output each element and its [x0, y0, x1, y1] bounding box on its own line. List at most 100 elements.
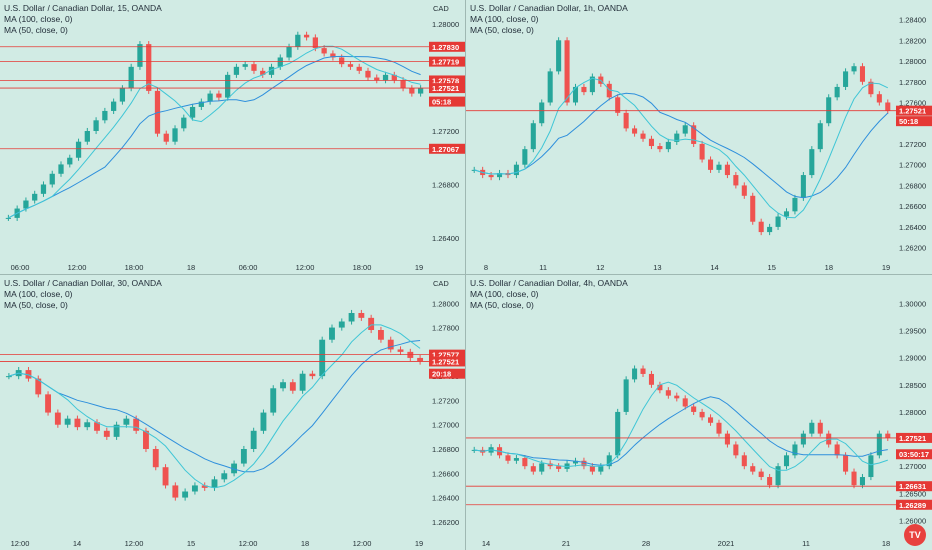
x-tick-label: 18:00	[125, 263, 144, 272]
candle-body	[708, 417, 714, 423]
candle-body	[800, 175, 806, 198]
candle-body	[93, 120, 99, 131]
candle-body	[539, 463, 545, 472]
candle-body	[598, 466, 604, 472]
candle-body	[648, 138, 654, 147]
candle-body	[497, 172, 503, 178]
x-tick-label: 18	[882, 539, 890, 548]
price-label-text: 05:18	[432, 98, 451, 107]
chart-svg[interactable]: 1.28400 1.28200 1.28000 1.27800 1.27600 1.272…	[466, 0, 932, 274]
x-tick-label: 21	[562, 539, 570, 548]
y-tick-label: 1.26400	[432, 494, 459, 503]
candle-body	[750, 195, 756, 222]
candle-body	[45, 394, 51, 413]
candle-body	[691, 125, 697, 144]
y-tick-label: 1.26400	[899, 223, 926, 232]
candle-body	[347, 64, 354, 67]
candle-body	[682, 398, 688, 407]
candle-body	[319, 339, 326, 377]
x-tick-label: 19	[415, 539, 423, 548]
chart-svg[interactable]: 1.280001.278001.276001.274001.272001.270…	[0, 275, 465, 550]
candle-body	[152, 449, 159, 468]
candle-body	[530, 466, 536, 472]
ma-100-line	[474, 92, 889, 199]
chart-panel-15m[interactable]: 1.280001.276001.272001.268001.2640006:00…	[0, 0, 465, 274]
candle-body	[699, 411, 705, 418]
tradingview-logo[interactable]: TV	[904, 524, 926, 546]
y-tick-label: 1.28400	[899, 16, 926, 25]
candle-body	[767, 226, 773, 233]
price-label-text: 1.27830	[432, 43, 459, 52]
ma-50-line	[474, 381, 888, 471]
candle-body	[708, 159, 714, 170]
price-label-text: 1.26289	[899, 501, 926, 510]
x-tick-label: 06:00	[239, 263, 258, 272]
candle-body	[172, 128, 178, 142]
candle-body	[103, 430, 110, 437]
y-tick-label: 1.27000	[432, 421, 459, 430]
y-tick-label: 1.26000	[899, 516, 926, 525]
candle-body	[356, 66, 362, 71]
x-tick-label: 18	[187, 263, 195, 272]
chart-panel-1h[interactable]: 1.28400 1.28200 1.28000 1.27800 1.27600 1.272…	[466, 0, 932, 274]
ma-50-line	[474, 77, 889, 219]
chart-panel-30m[interactable]: 1.280001.278001.276001.274001.272001.270…	[0, 275, 465, 550]
candle-body	[400, 80, 406, 89]
candle-body	[295, 34, 301, 47]
price-label-box	[896, 449, 932, 460]
price-label-box	[896, 116, 932, 127]
candle-body	[303, 34, 310, 38]
currency-label: CAD	[433, 279, 449, 288]
candle-body	[32, 193, 38, 201]
vertical-separator[interactable]	[465, 0, 466, 550]
y-tick-label: 1.29000	[899, 354, 926, 363]
candle-body	[657, 384, 663, 391]
candle-body	[859, 477, 865, 486]
x-tick-label: 12:00	[125, 539, 144, 548]
candle-body	[123, 418, 130, 425]
candle-body	[556, 466, 562, 469]
candle-body	[741, 185, 747, 196]
candle-body	[216, 93, 222, 98]
ma-100-line	[8, 340, 421, 473]
candle-body	[868, 81, 874, 95]
candle-body	[299, 373, 306, 391]
candle-body	[733, 444, 739, 456]
candle-body	[181, 117, 187, 129]
candle-body	[750, 466, 756, 472]
price-label-text: 1.27719	[432, 58, 459, 67]
candle-body	[94, 422, 100, 431]
chart-svg[interactable]: 1.280001.276001.272001.268001.2640006:00…	[0, 0, 465, 274]
candle-body	[885, 102, 891, 111]
candle-body	[581, 460, 587, 467]
candle-body	[143, 430, 149, 449]
horizontal-separator[interactable]	[0, 274, 932, 275]
y-tick-label: 1.27200	[432, 396, 459, 405]
y-tick-label: 1.28200	[899, 36, 926, 45]
candle-body	[851, 471, 857, 486]
chart-panel-4h[interactable]: 1.30000 1.29500 1.29000 1.28500 1.28000 1.275…	[466, 275, 932, 550]
candle-body	[522, 149, 528, 165]
x-tick-label: 12:00	[68, 263, 87, 272]
price-label-box	[429, 83, 465, 94]
x-tick-label: 18:00	[353, 263, 372, 272]
candle-body	[488, 175, 494, 178]
candle-body	[640, 133, 646, 139]
candle-body	[368, 317, 375, 330]
chart-svg[interactable]: 1.30000 1.29500 1.29000 1.28500 1.28000 1.275…	[466, 275, 932, 550]
candle-body	[128, 66, 134, 89]
candle-body	[286, 46, 292, 58]
y-tick-label: 1.26500	[899, 489, 926, 498]
price-label-text: 1.27521	[899, 434, 926, 443]
candle-body	[556, 40, 562, 72]
candle-body	[113, 424, 120, 437]
candle-body	[242, 64, 248, 67]
candle-body	[674, 133, 680, 142]
candle-body	[632, 368, 638, 380]
candle-body	[270, 388, 277, 413]
x-tick-label: 12	[596, 263, 604, 272]
candle-body	[834, 444, 840, 456]
candle-body	[859, 66, 865, 82]
candle-body	[699, 143, 705, 160]
candle-body	[775, 216, 781, 227]
